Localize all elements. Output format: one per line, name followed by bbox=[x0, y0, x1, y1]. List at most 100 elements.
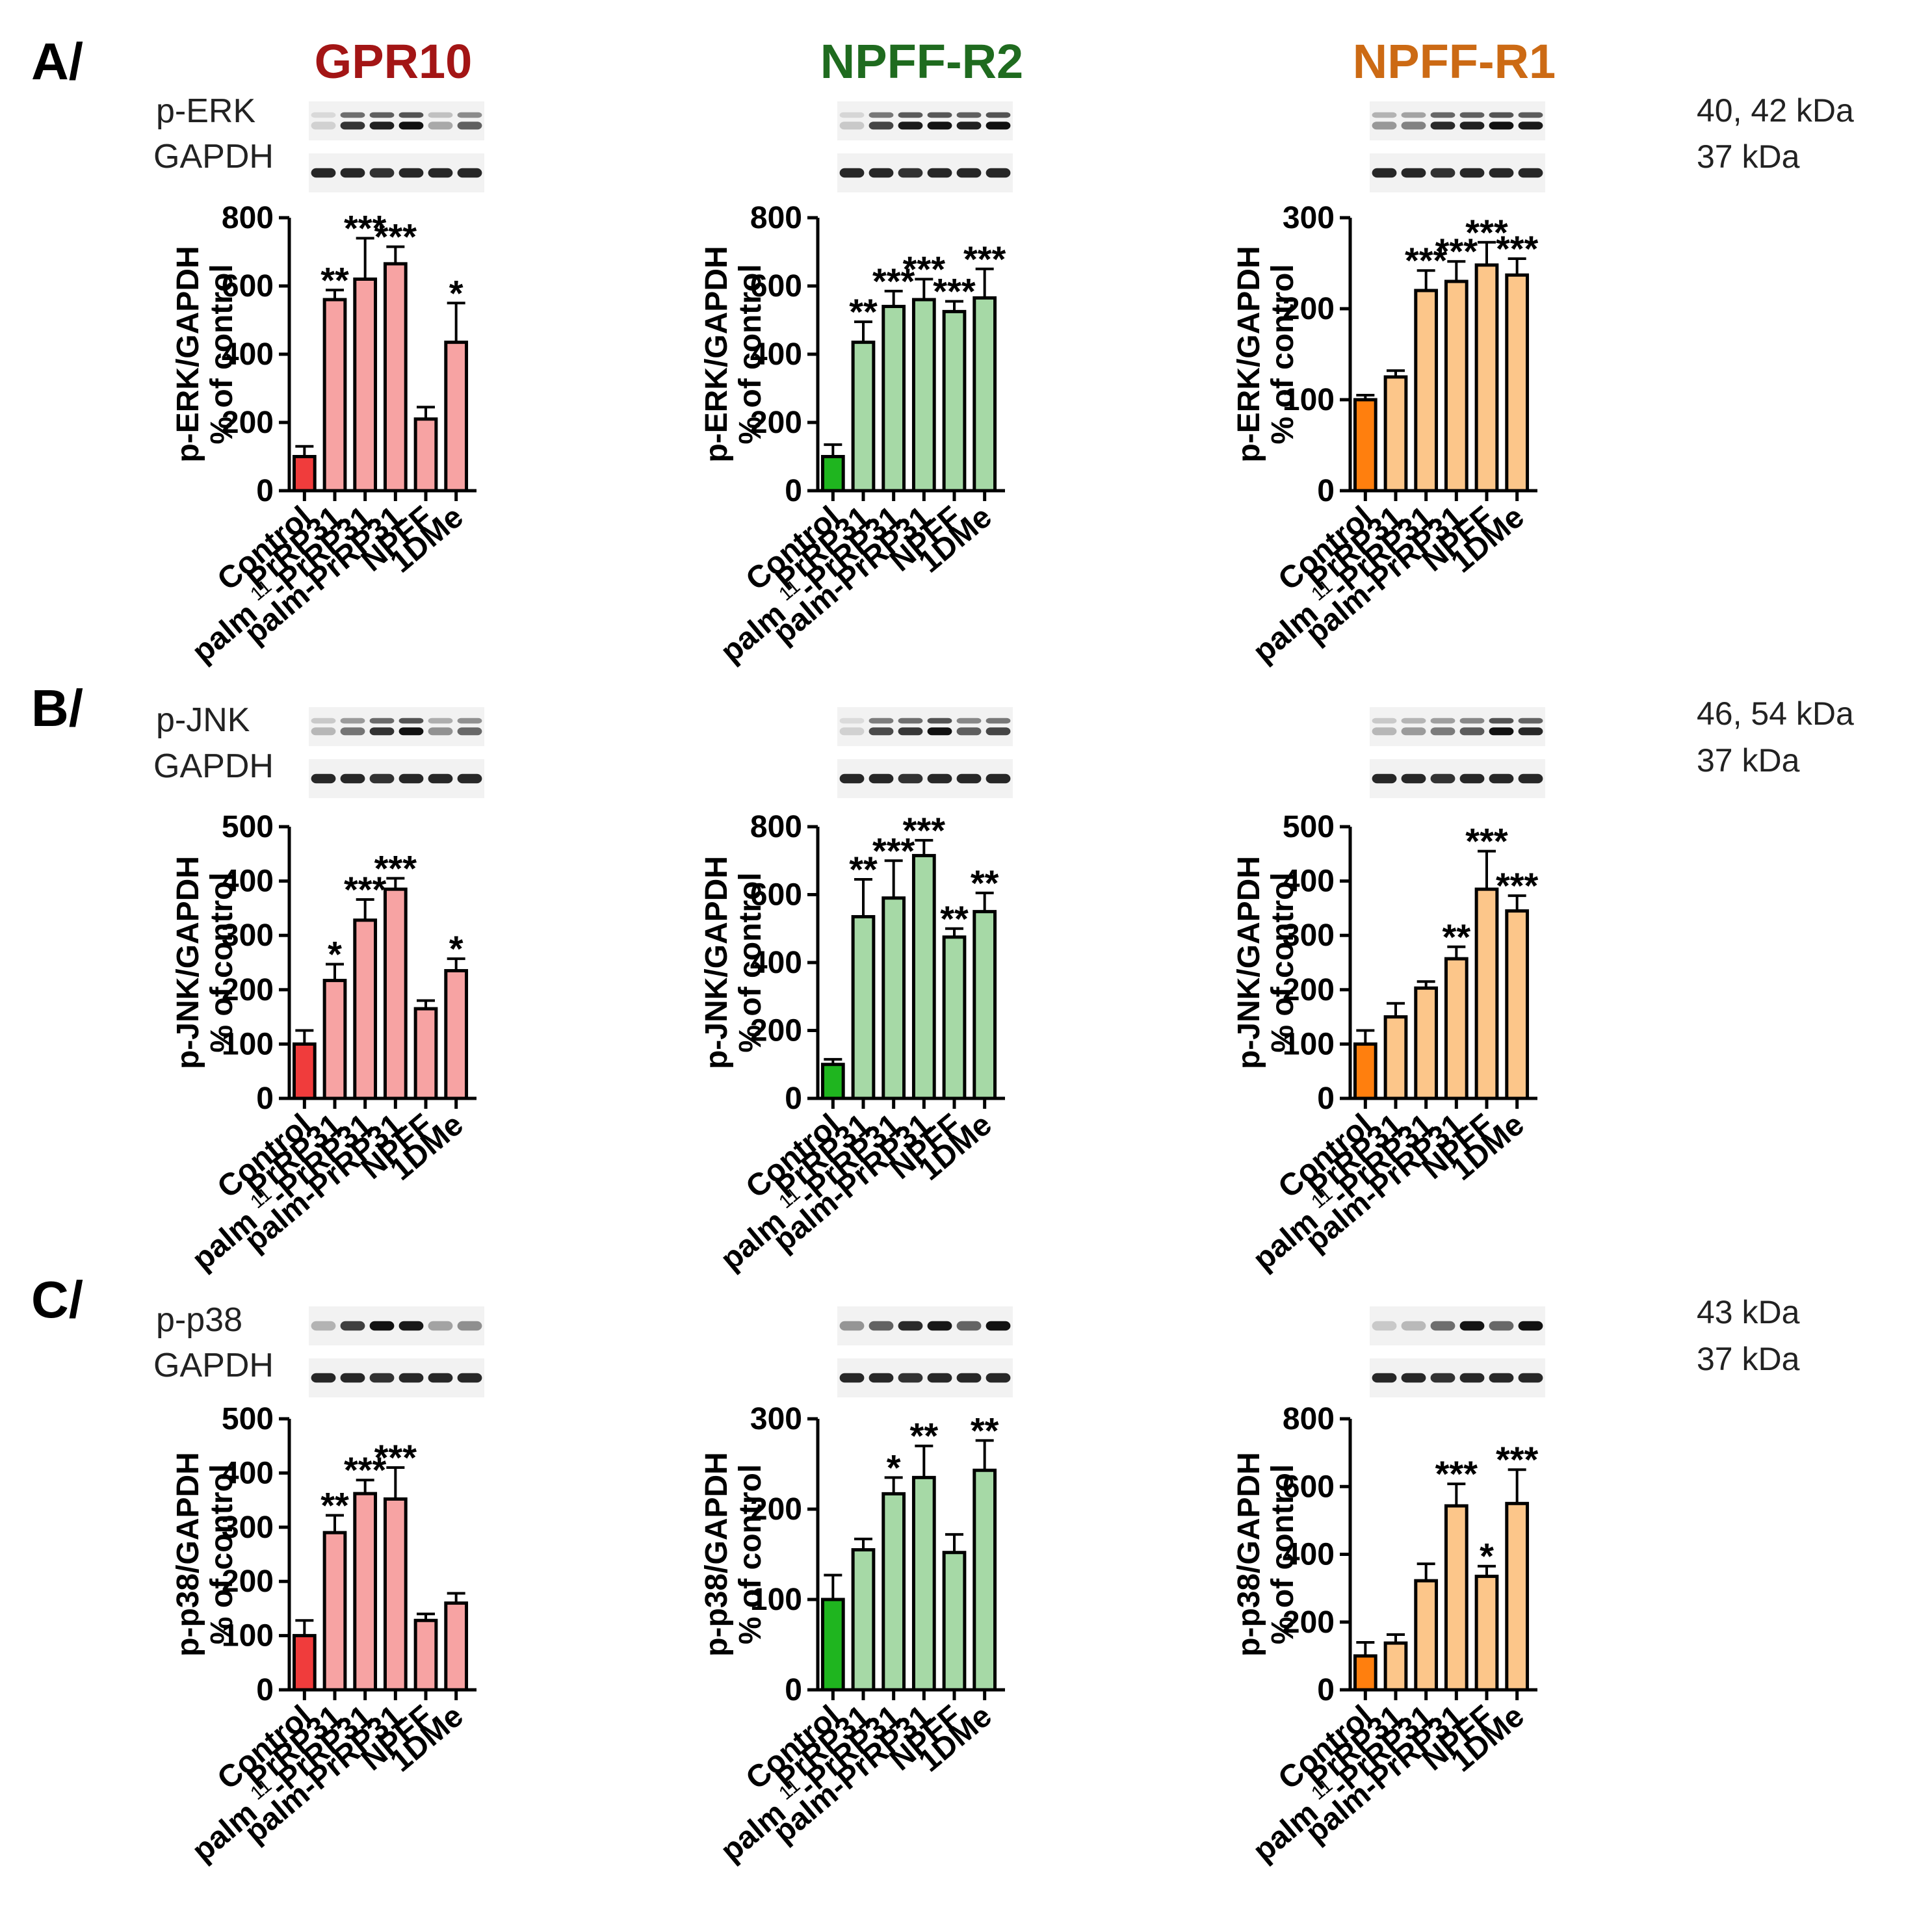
y-tick-label: 500 bbox=[1283, 810, 1335, 844]
blot-background bbox=[1370, 153, 1545, 192]
bar-prrp31 bbox=[851, 1548, 876, 1692]
bar-palm-prrp31 bbox=[1444, 1504, 1469, 1692]
blot-band bbox=[457, 168, 482, 178]
y-axis-sublabel: % of control bbox=[205, 872, 239, 1052]
blot-band bbox=[369, 727, 395, 736]
y-axis-sublabel: % of control bbox=[205, 1464, 239, 1644]
blot-band bbox=[1459, 773, 1485, 784]
significance-label: *** bbox=[1496, 1439, 1539, 1480]
blot-band bbox=[398, 773, 424, 784]
receptor-title-3: NPFF-R1 bbox=[1353, 34, 1556, 88]
blot-band bbox=[1430, 168, 1456, 178]
blot-band bbox=[1372, 112, 1397, 118]
blot-band bbox=[927, 1321, 952, 1331]
blot-band bbox=[839, 168, 865, 178]
blot-band bbox=[1430, 1321, 1456, 1331]
blot-band bbox=[457, 727, 482, 736]
significance-label: *** bbox=[344, 869, 387, 910]
bar-control bbox=[292, 1634, 317, 1692]
blot-band bbox=[1518, 1373, 1543, 1383]
blot-band bbox=[311, 718, 336, 724]
blot-band bbox=[1459, 1373, 1485, 1383]
blot-band bbox=[369, 122, 395, 130]
y-tick-label: 0 bbox=[785, 1673, 802, 1707]
significance-label: ** bbox=[971, 862, 999, 903]
blot-band bbox=[1401, 718, 1426, 724]
blot-band bbox=[1401, 1321, 1426, 1331]
loading-label-2: GAPDH bbox=[153, 747, 274, 785]
blot-band bbox=[457, 1321, 482, 1331]
blot-band bbox=[398, 112, 424, 118]
y-tick-label: 400 bbox=[1283, 1538, 1335, 1572]
blot-band bbox=[311, 773, 336, 784]
panel-label-1: A/ bbox=[31, 32, 83, 90]
bar-1dme bbox=[1505, 909, 1530, 1100]
y-axis-label: p-JNK/GAPDH bbox=[699, 856, 734, 1069]
blot-band bbox=[340, 1373, 365, 1383]
y-tick-label: 0 bbox=[256, 474, 274, 508]
bar-palm-prrp31 bbox=[911, 1475, 936, 1692]
blot-background bbox=[837, 1358, 1013, 1397]
blot-band bbox=[369, 773, 395, 784]
blot-band bbox=[1518, 718, 1543, 724]
blot-band bbox=[986, 122, 1011, 130]
blot-background bbox=[309, 1306, 484, 1345]
bar-palm-prrp31 bbox=[911, 298, 936, 493]
bar-palm11-prrp31 bbox=[353, 278, 378, 493]
blot-background bbox=[1370, 1306, 1545, 1345]
blot-band bbox=[457, 1373, 482, 1383]
blot-band bbox=[927, 112, 952, 118]
blot-band bbox=[868, 773, 894, 784]
blot-band bbox=[340, 112, 365, 118]
blot-band bbox=[986, 1321, 1011, 1331]
bar-palm-prrp31 bbox=[383, 887, 408, 1100]
blot-band bbox=[839, 727, 865, 736]
y-tick-label: 0 bbox=[785, 474, 802, 508]
blot-band bbox=[927, 727, 952, 736]
blot-band bbox=[956, 718, 982, 724]
receptor-title-1: GPR10 bbox=[315, 34, 473, 88]
y-tick-label: 500 bbox=[222, 1402, 274, 1436]
marker-label-1: p-ERK bbox=[156, 92, 255, 130]
significance-label: *** bbox=[344, 1449, 387, 1490]
significance-label: *** bbox=[1405, 240, 1448, 281]
significance-label: *** bbox=[903, 810, 946, 851]
blot-band bbox=[1372, 168, 1397, 178]
y-tick-label: 800 bbox=[750, 201, 802, 235]
y-tick-label: 200 bbox=[222, 406, 274, 440]
blot-band bbox=[839, 1321, 865, 1331]
blot-band bbox=[1459, 122, 1485, 130]
blot-band bbox=[369, 168, 395, 178]
y-tick-label: 0 bbox=[256, 1673, 274, 1707]
marker-label-3: p-p38 bbox=[156, 1301, 242, 1339]
blot-band bbox=[340, 1321, 365, 1331]
y-tick-label: 100 bbox=[1283, 383, 1335, 417]
blot-band bbox=[1372, 718, 1397, 724]
y-tick-label: 300 bbox=[750, 1402, 802, 1436]
significance-label: ** bbox=[849, 849, 878, 890]
bar-1dme bbox=[444, 341, 469, 493]
bar-palm11-prrp31 bbox=[353, 1492, 378, 1692]
y-axis-sublabel: % of control bbox=[733, 872, 768, 1052]
bar-prrp31 bbox=[1383, 375, 1408, 493]
blot-background bbox=[1370, 101, 1545, 140]
bar-control bbox=[1353, 1654, 1377, 1692]
bar-npff bbox=[1474, 1574, 1499, 1692]
y-tick-label: 300 bbox=[1283, 201, 1335, 235]
significance-label: * bbox=[887, 1447, 901, 1488]
bar-control bbox=[820, 1063, 845, 1100]
blot-background bbox=[837, 101, 1013, 140]
blot-band bbox=[1401, 168, 1426, 178]
blot-band bbox=[1430, 718, 1456, 724]
blot-band bbox=[898, 112, 923, 118]
blot-band bbox=[1459, 1321, 1485, 1331]
significance-label: ** bbox=[320, 259, 349, 300]
y-tick-label: 100 bbox=[1283, 1027, 1335, 1061]
blot-band bbox=[428, 718, 453, 724]
significance-label: *** bbox=[374, 216, 417, 257]
marker-label-2: p-JNK bbox=[156, 701, 250, 739]
significance-label: *** bbox=[344, 208, 387, 249]
receptor-title-2: NPFF-R2 bbox=[820, 34, 1023, 88]
